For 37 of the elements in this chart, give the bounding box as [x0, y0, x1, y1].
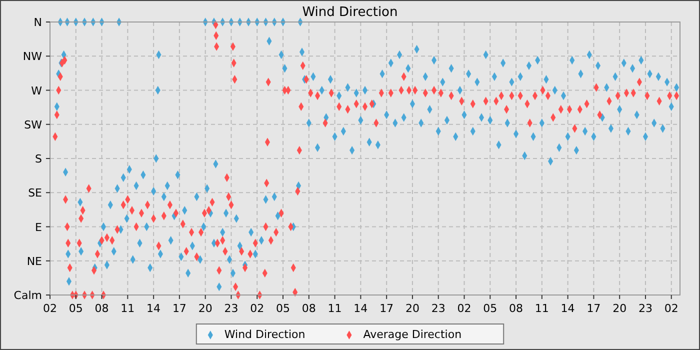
x-tick-label: 11 [328, 302, 342, 315]
x-tick-label: 14 [560, 302, 575, 315]
x-tick-label: 17 [586, 302, 601, 315]
x-tick-label: 11 [120, 302, 135, 315]
category-label: W [31, 84, 42, 98]
x-tick-label: 17 [172, 302, 186, 315]
x-tick-label: 02 [457, 302, 472, 315]
category-label: NW [22, 50, 42, 64]
x-tick-label: 05 [68, 302, 83, 315]
x-tick-label: 08 [509, 302, 524, 315]
x-tick-label: 20 [198, 302, 212, 315]
x-tick-label: 14 [146, 302, 161, 315]
x-tick-label: 17 [380, 302, 394, 315]
x-tick-label: 11 [534, 302, 549, 315]
x-tick-label: 23 [638, 302, 652, 315]
x-tick-label: 05 [276, 302, 290, 315]
category-label: SE [28, 186, 42, 200]
x-tick-label: 14 [354, 302, 368, 315]
x-tick-label: 08 [94, 302, 109, 315]
category-label: S [35, 152, 42, 166]
x-tick-label: 02 [43, 302, 57, 315]
x-tick-label: 20 [612, 302, 627, 315]
x-tick-label: 08 [302, 302, 316, 315]
x-tick-label: 23 [224, 302, 238, 315]
category-label: SW [24, 118, 42, 132]
x-tick-label: 05 [483, 302, 498, 315]
category-label: NE [26, 254, 42, 268]
x-tick-label: 02 [250, 302, 264, 315]
category-label: N [34, 16, 42, 29]
x-tick-label: 02 [664, 302, 678, 315]
legend-label: Average Direction [363, 328, 462, 341]
legend-label: Wind Direction [224, 328, 306, 341]
category-label: Calm [14, 289, 42, 302]
x-tick-label: 23 [431, 302, 446, 315]
x-tick-label: 20 [405, 302, 420, 315]
category-label: E [35, 220, 42, 234]
chart-title: Wind Direction [302, 5, 398, 20]
